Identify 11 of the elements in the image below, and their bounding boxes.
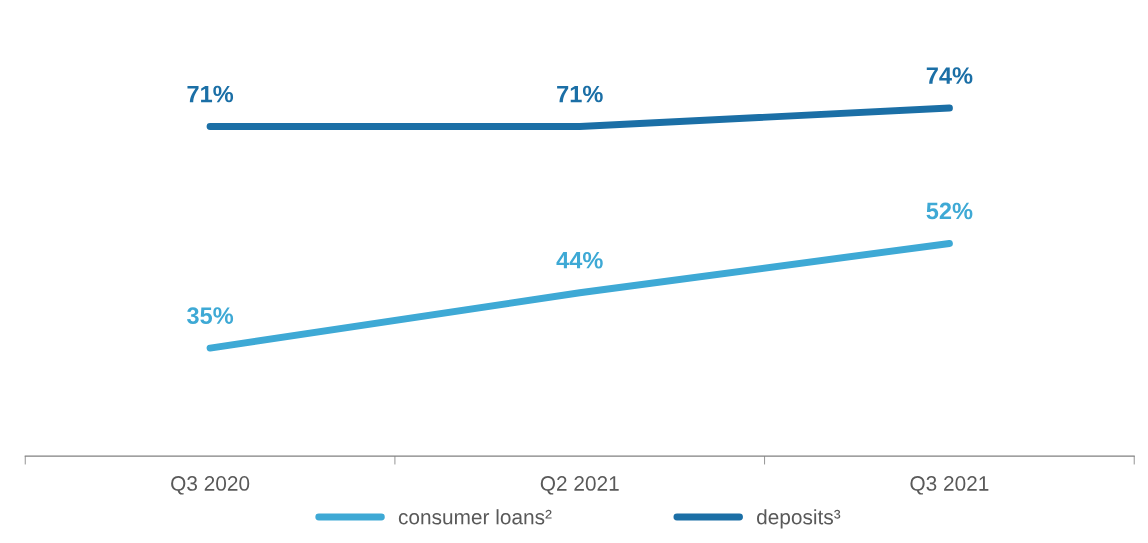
legend-label: consumer loans² — [398, 509, 552, 525]
x-tick-label: Q3 2021 — [910, 476, 989, 495]
data-label: 71% — [557, 85, 603, 103]
data-label: 74% — [926, 67, 973, 84]
data-label: 35% — [187, 307, 234, 325]
data-label: 44% — [556, 251, 603, 269]
data-label: 71% — [187, 85, 234, 103]
legend-label: deposits³ — [757, 509, 841, 529]
data-label: 52% — [926, 202, 973, 220]
x-tick-label: Q2 2021 — [540, 476, 619, 495]
x-tick-label: Q3 2020 — [171, 476, 250, 495]
